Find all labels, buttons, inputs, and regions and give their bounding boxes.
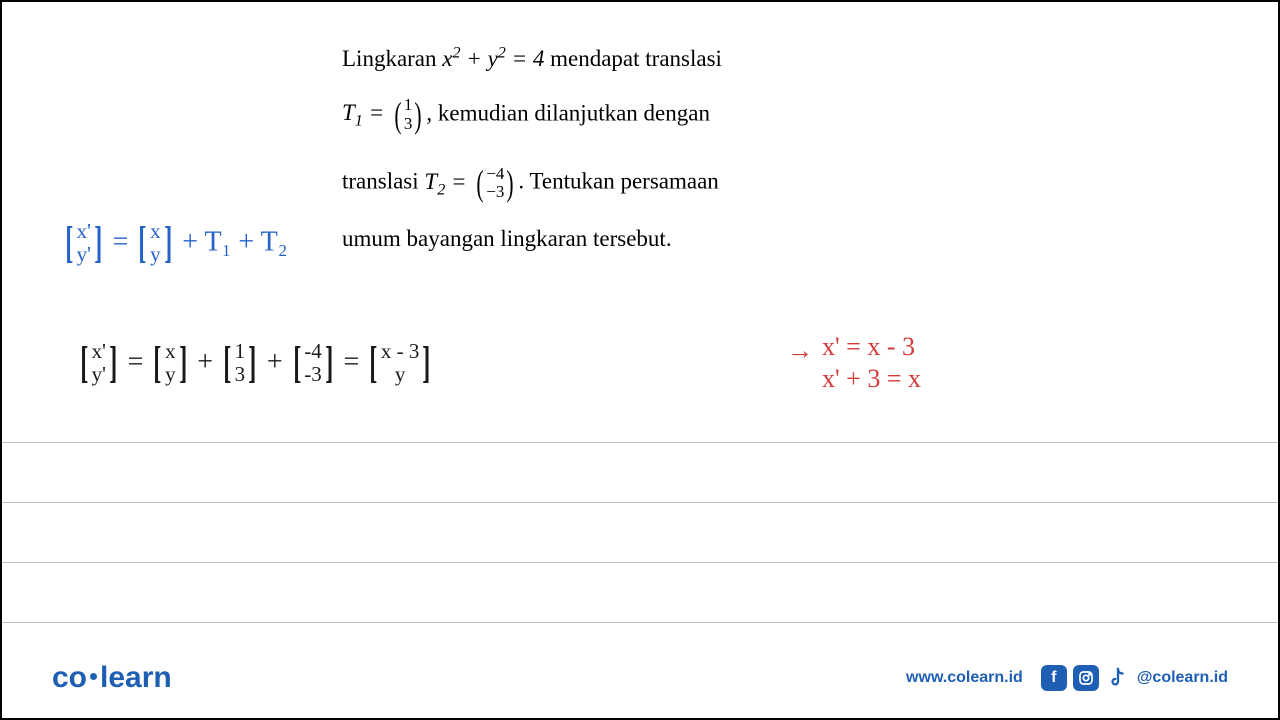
blue-formula: [x'y'] = [xy] + T₁ + T₂ — [62, 217, 288, 268]
red-derivation: → x' = x - 3 x' + 3 = x — [822, 332, 921, 394]
footer-url: www.colearn.id — [906, 669, 1023, 687]
vec-top: x — [165, 340, 176, 362]
vec-top: x - 3 — [381, 340, 420, 362]
bracket-vec-final: [x - 3y] — [366, 337, 434, 388]
logo-dot-icon — [90, 673, 97, 680]
bracket-vec-lhs: [x'y'] — [62, 217, 106, 268]
vec-bot: y' — [77, 243, 91, 265]
logo-part-1: co — [52, 661, 87, 694]
vec-top: x' — [92, 340, 106, 362]
text-fragment: translasi — [342, 169, 424, 194]
social-handle: @colearn.id — [1137, 669, 1228, 687]
logo-part-2: learn — [100, 661, 172, 694]
text-fragment: , kemudian dilanjutkan dengan — [426, 100, 710, 125]
vector-t2: (−4−3) — [474, 149, 516, 217]
math-var: T1 = — [342, 100, 390, 125]
vec-top: 1 — [235, 340, 246, 362]
text-fragment: . Tentukan persamaan — [518, 169, 718, 194]
text-fragment: Lingkaran — [342, 46, 442, 71]
vec-top: −4 — [486, 165, 504, 184]
derive-line-1: x' = x - 3 — [822, 332, 921, 362]
formula-tail: + T₁ + T₂ — [182, 227, 287, 258]
math-expression: x2 + y2 = 4 — [442, 46, 544, 71]
vec-top: 1 — [404, 96, 413, 115]
problem-line-1: Lingkaran x2 + y2 = 4 mendapat translasi — [342, 37, 932, 81]
derive-line-2: x' + 3 = x — [822, 364, 921, 394]
footer-right: www.colearn.id f @colearn.id — [906, 665, 1228, 691]
black-calculation: [x'y'] = [xy] + [13] + [-4-3] = [x - 3y] — [77, 337, 434, 388]
content-area: Lingkaran x2 + y2 = 4 mendapat translasi… — [2, 2, 1278, 638]
problem-line-2: T1 = (13), kemudian dilanjutkan dengan — [342, 81, 932, 149]
arrow-icon: → — [787, 336, 813, 366]
problem-line-3: translasi T2 = (−4−3). Tentukan persamaa… — [342, 149, 932, 217]
ruled-line — [2, 442, 1278, 443]
bracket-vec-xy: [xy] — [135, 217, 175, 268]
vec-bot: y' — [92, 363, 106, 385]
bracket-vec-result: [x'y'] — [77, 337, 121, 388]
bracket-vec-t1: [13] — [220, 337, 260, 388]
bracket-vec-t2: [-4-3] — [290, 337, 337, 388]
ruled-line — [2, 562, 1278, 563]
instagram-icon — [1073, 665, 1099, 691]
vec-top: -4 — [304, 340, 322, 362]
text-fragment: mendapat translasi — [544, 46, 722, 71]
vec-bot: 3 — [404, 115, 413, 134]
vec-bot: -3 — [304, 363, 322, 385]
vec-bot: −3 — [486, 183, 504, 202]
brand-logo: colearn — [52, 661, 172, 695]
social-icons: f @colearn.id — [1041, 665, 1228, 691]
footer: colearn www.colearn.id f @colearn.id — [2, 638, 1278, 718]
vec-top: x' — [77, 220, 91, 242]
vec-bot: 3 — [235, 363, 246, 385]
ruled-line — [2, 622, 1278, 623]
tiktok-icon — [1105, 665, 1131, 691]
math-var: T2 = — [424, 169, 472, 194]
problem-line-4: umum bayangan lingkaran tersebut. — [342, 217, 932, 261]
vec-bot: y — [165, 363, 176, 385]
vec-top: x — [150, 220, 161, 242]
vec-bot: y — [150, 243, 161, 265]
vector-t1: (13) — [392, 81, 425, 149]
problem-statement: Lingkaran x2 + y2 = 4 mendapat translasi… — [342, 37, 932, 261]
bracket-vec-xy: [xy] — [150, 337, 190, 388]
ruled-line — [2, 502, 1278, 503]
facebook-icon: f — [1041, 665, 1067, 691]
vec-bot: y — [381, 363, 420, 385]
